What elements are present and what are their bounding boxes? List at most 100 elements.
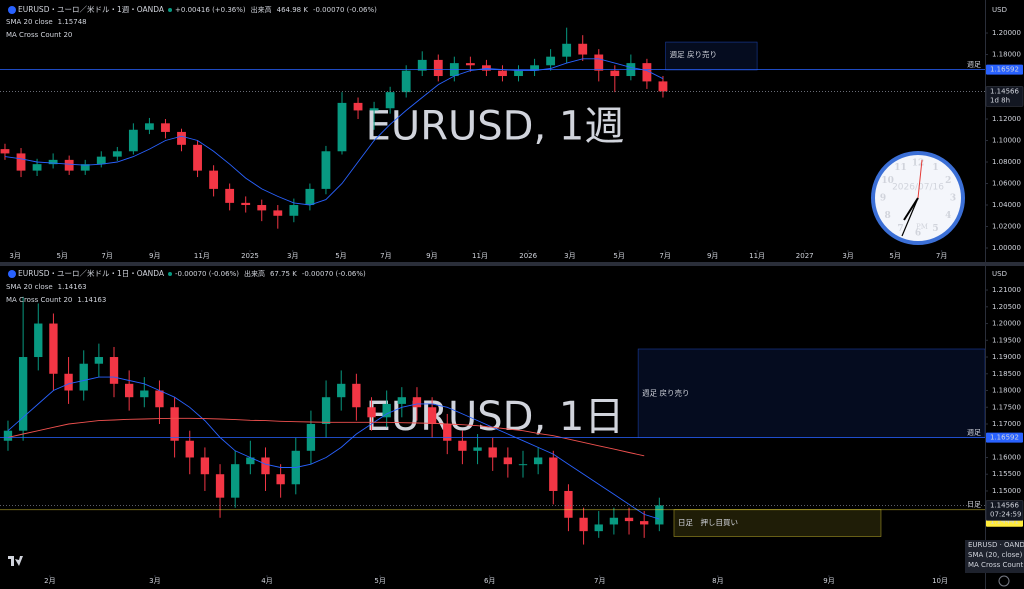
countdown: 07:24:59: [990, 511, 1021, 519]
y-tick-label: 1.20500: [992, 303, 1021, 311]
x-tick-label: 7月: [594, 577, 605, 585]
candle-body: [401, 70, 411, 93]
indicator-line: [7, 417, 645, 457]
header-text: 67.75 K: [270, 270, 297, 278]
candle-body: [412, 397, 422, 408]
settings-icon[interactable]: [998, 575, 1010, 587]
candle-body: [433, 59, 443, 77]
y-tick-label: 1.20000: [992, 320, 1021, 328]
header-text: MA Cross Count 20: [6, 296, 72, 304]
candle-body: [155, 390, 164, 408]
candle-body: [514, 70, 523, 77]
candle-body: [367, 407, 376, 418]
candle-body: [34, 323, 43, 358]
candle-body: [124, 383, 134, 398]
header-text: 464.98 K: [277, 6, 309, 14]
candle-body: [655, 505, 664, 525]
x-tick-label: 2027: [796, 252, 814, 260]
x-tick-label: 3月: [9, 252, 20, 260]
clock-period: PM: [916, 223, 928, 231]
candle-body: [231, 464, 240, 498]
currency: USD: [992, 270, 1007, 278]
y-tick-label: 1.20000: [992, 29, 1021, 37]
tooltip-bg: [965, 540, 1024, 573]
candle-body: [246, 457, 255, 465]
x-tick-label: 2026: [519, 252, 537, 260]
x-tick-label: 2月: [44, 577, 55, 585]
candle-body: [18, 357, 28, 431]
candle-body: [530, 65, 539, 71]
y-tick-label: 1.19000: [992, 353, 1021, 361]
y-tick-label: 1.16000: [992, 453, 1021, 461]
candle-body: [385, 92, 395, 109]
candle-body: [161, 123, 170, 132]
candle-body: [417, 59, 427, 71]
candle-body: [94, 357, 104, 364]
candle-body: [458, 440, 467, 451]
candle-body: [443, 423, 452, 441]
header-text: SMA 20 close: [6, 283, 53, 291]
candle-body: [353, 102, 363, 111]
y-tick-label: 1.21000: [992, 286, 1021, 294]
clock-numeral: 7: [897, 224, 903, 234]
x-tick-label: 6月: [484, 577, 495, 585]
pane: EURUSD, 1週 週足 戻り売り: [0, 27, 758, 229]
header-text: 1.14163: [77, 296, 106, 304]
candle-body: [624, 517, 634, 522]
candle-body: [185, 440, 194, 458]
candle-body: [473, 447, 482, 451]
candle-body: [562, 43, 572, 57]
symbol-icon: [8, 6, 16, 14]
clock-numeral: 5: [932, 224, 938, 234]
header-text: EURUSD・ユーロ／米ドル・1週・OANDA: [18, 4, 165, 14]
candle-body: [594, 524, 603, 532]
candle-body: [209, 170, 219, 189]
candle-body: [49, 323, 58, 374]
watermark: EURUSD, 1日: [366, 394, 625, 440]
candle-body: [640, 521, 649, 525]
candle-body: [48, 159, 58, 165]
candle-body: [305, 188, 315, 206]
candle-body: [289, 205, 299, 216]
candle-body: [225, 188, 235, 203]
candle-body: [241, 202, 251, 206]
candle-body: [658, 81, 668, 92]
candle-body: [609, 517, 619, 525]
candle-body: [579, 517, 588, 532]
x-tick-label: 8月: [712, 577, 723, 585]
candle-body: [32, 164, 42, 171]
candle-body: [578, 43, 588, 55]
clock-hand-hour: [903, 197, 919, 221]
candle-body: [215, 474, 225, 498]
candle-body: [337, 102, 347, 152]
watermark: EURUSD, 1週: [366, 104, 625, 150]
clock-numeral: 11: [894, 163, 907, 173]
legend-tooltip: EURUSD · OANDA SMA (20, close) MA Cross Co…: [965, 540, 1024, 573]
clock-numeral: 6: [915, 229, 921, 239]
clock-date: 2026/07/16: [892, 183, 944, 193]
candle-body: [427, 407, 437, 424]
logo: [8, 556, 23, 566]
zone-label: 日足 押し目買い: [678, 517, 738, 527]
y-tick-label: 1.19500: [992, 336, 1021, 344]
header-text: -0.00070 (-0.06%): [313, 6, 377, 14]
clock-numeral: 8: [885, 211, 891, 221]
candle-body: [193, 144, 202, 171]
candle-body: [16, 153, 26, 171]
status-dot: [168, 272, 173, 276]
x-tick-label: 9月: [707, 252, 718, 260]
level-label: 日足: [967, 501, 981, 509]
x-tick-label: 3月: [149, 577, 160, 585]
x-tick-label: 11月: [749, 252, 765, 260]
zone: [637, 348, 985, 439]
header-text: 1.15748: [58, 18, 87, 26]
candle-body: [64, 373, 73, 391]
candle-body: [498, 70, 507, 77]
header-text: 1.14163: [58, 283, 87, 291]
x-tick-label: 5月: [374, 577, 385, 585]
candle-body: [533, 457, 543, 465]
candle-body: [64, 159, 74, 171]
tooltip-text: SMA (20, close): [968, 551, 1023, 559]
